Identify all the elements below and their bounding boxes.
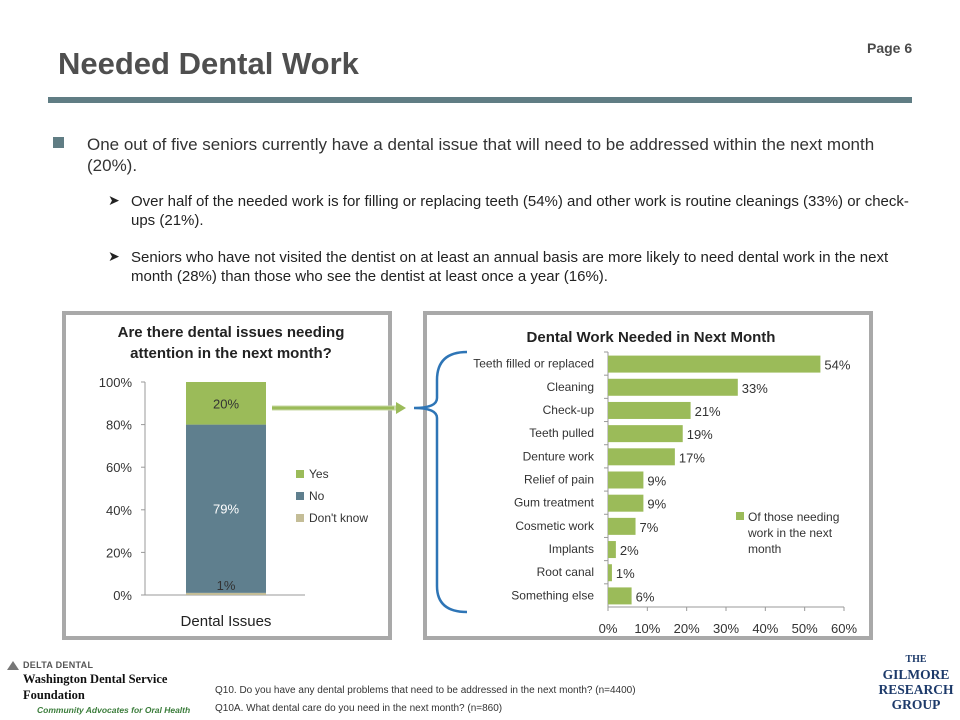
bar-segment-dontknow [186, 592, 266, 595]
y-tick-label: 80% [106, 418, 132, 433]
category-label: Gum treatment [514, 496, 595, 510]
bar [608, 564, 612, 582]
question-footnote: Q10A. What dental care do you need in th… [215, 703, 503, 714]
question-footnote: Q10. Do you have any dental problems tha… [215, 685, 636, 696]
legend-label: month [748, 542, 781, 556]
data-label: 54% [824, 358, 850, 373]
legend-label: Don't know [309, 511, 368, 525]
logo-line: DELTA DENTAL [23, 660, 94, 670]
bullet-square-icon [53, 137, 64, 148]
data-label: 2% [620, 543, 639, 558]
bracket-connector [413, 350, 468, 614]
category-label: Cosmetic work [515, 519, 595, 533]
main-bullet-text: One out of five seniors currently have a… [87, 135, 875, 175]
data-label: 1% [217, 578, 236, 593]
x-tick-label: 40% [752, 621, 778, 636]
legend-swatch [296, 470, 304, 478]
category-label: Cleaning [547, 380, 594, 394]
data-label: 7% [640, 520, 659, 535]
logo-tagline: Community Advocates for Oral Health [37, 705, 191, 715]
x-tick-label: 20% [674, 621, 700, 636]
data-label: 1% [616, 566, 635, 581]
data-label: 9% [647, 474, 666, 489]
legend-label: Yes [309, 467, 329, 481]
bar [608, 378, 738, 396]
y-tick-label: 60% [106, 460, 132, 475]
arrow-bullet-icon: ➤ [108, 192, 120, 208]
chart-title: Dental Work Needed in Next Month [527, 329, 776, 346]
y-tick-label: 0% [113, 588, 132, 603]
page-title: Needed Dental Work [58, 46, 359, 81]
legend-label: Of those needing [748, 510, 839, 524]
data-label: 20% [213, 396, 239, 411]
x-tick-label: 60% [831, 621, 857, 636]
category-label: Teeth pulled [529, 426, 594, 440]
bar [608, 355, 821, 373]
legend-label: No [309, 489, 325, 503]
logo-line: Foundation [23, 688, 85, 702]
data-label: 9% [647, 497, 666, 512]
bar-segment-no [186, 424, 266, 593]
bar [608, 425, 683, 443]
bar [608, 448, 675, 466]
y-tick-label: 100% [99, 375, 133, 390]
logo-line: GILMORE [882, 667, 950, 682]
delta-triangle-icon [7, 661, 19, 670]
legend-swatch [736, 512, 744, 520]
legend-label: work in the next [747, 526, 833, 540]
logo-line: RESEARCH [878, 682, 954, 697]
bar [608, 541, 616, 559]
category-label: Something else [511, 588, 594, 602]
legend-swatch [296, 514, 304, 522]
bar [608, 587, 632, 605]
data-label: 33% [742, 381, 768, 396]
category-label: Check-up [543, 403, 595, 417]
arrow-head-icon [396, 402, 406, 414]
legend-swatch [296, 492, 304, 500]
x-tick-label: 50% [792, 621, 818, 636]
logo-line: GROUP [891, 697, 941, 712]
y-tick-label: 40% [106, 503, 132, 518]
data-label: 21% [695, 404, 721, 419]
gilmore-logo: THE GILMORE RESEARCH GROUP [876, 652, 956, 712]
x-tick-label: 10% [634, 621, 660, 636]
x-tick-label: 0% [599, 621, 618, 636]
category-label: Denture work [523, 449, 595, 463]
bar [608, 517, 636, 535]
chart-title: attention in the next month? [130, 345, 332, 362]
x-axis-label: Dental Issues [181, 613, 272, 630]
bar [608, 401, 691, 419]
data-label: 19% [687, 427, 713, 442]
category-label: Relief of pain [524, 473, 594, 487]
sub-bullet-text: Over half of the needed work is for fill… [131, 193, 909, 229]
sub-bullet-text: Seniors who have not visited the dentist… [131, 249, 889, 285]
logo-line: Washington Dental Service [23, 672, 168, 686]
data-label: 79% [213, 502, 239, 517]
page-number: Page 6 [867, 40, 913, 56]
chart-title: Are there dental issues needing [118, 324, 345, 341]
data-label: 17% [679, 450, 705, 465]
title-rule [48, 97, 912, 103]
category-label: Implants [549, 542, 594, 556]
arrow-bullet-icon: ➤ [108, 248, 120, 264]
delta-dental-logo: DELTA DENTAL Washington Dental Service F… [7, 660, 207, 715]
y-tick-label: 20% [106, 545, 132, 560]
bar [608, 471, 644, 489]
bar [608, 494, 644, 512]
x-tick-label: 30% [713, 621, 739, 636]
category-label: Root canal [537, 565, 594, 579]
bar-segment-yes [186, 382, 266, 425]
category-label: Teeth filled or replaced [473, 357, 594, 371]
data-label: 6% [636, 589, 655, 604]
logo-line: THE [905, 654, 927, 665]
